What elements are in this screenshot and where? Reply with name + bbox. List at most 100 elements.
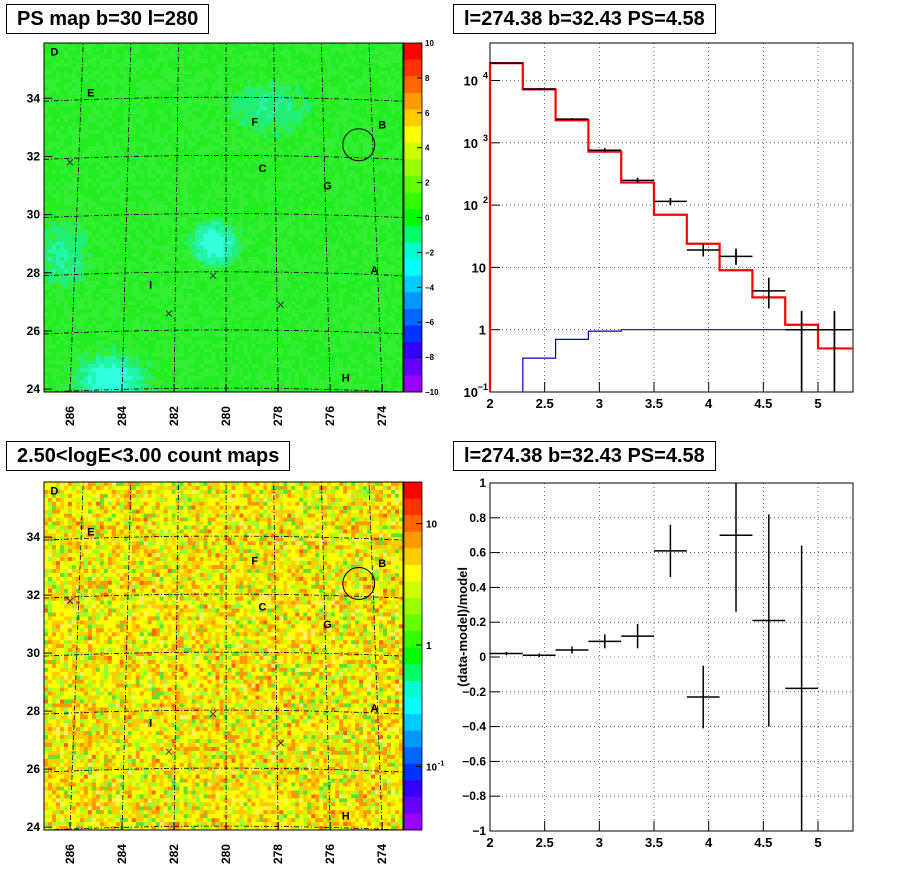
y-tick-label: −1 — [472, 824, 486, 838]
graticule-meridian — [368, 481, 383, 831]
x-tick-label: 4 — [705, 835, 713, 850]
graticule — [43, 42, 404, 393]
graticule-meridian — [173, 42, 179, 393]
data-point — [818, 310, 851, 392]
x-tick-label: 276 — [323, 406, 337, 426]
colorbar-tick-label: 6 — [425, 109, 430, 118]
grid — [489, 482, 853, 832]
data-point — [522, 88, 556, 90]
graticule-meridian — [368, 42, 383, 393]
y-tick-label: −0.6 — [462, 754, 486, 768]
ps-map-title: PS map b=30 l=280 — [6, 4, 210, 34]
source-label: E — [87, 526, 94, 538]
residual-point — [621, 623, 655, 649]
colorbar-tick-label: 10 — [426, 762, 438, 773]
graticule-meridian — [273, 42, 279, 393]
residual-point — [588, 634, 622, 649]
x-tick-label: 280 — [219, 406, 233, 426]
source-cross-marker — [165, 310, 173, 317]
colorbar-tick-label: 2 — [425, 179, 430, 188]
residual-point — [522, 653, 556, 657]
graticule-meridian — [121, 42, 132, 393]
residual-point — [555, 646, 589, 654]
x-tick-label: 5 — [814, 396, 821, 411]
source-label: C — [259, 163, 267, 175]
x-tick-label: 2.5 — [536, 835, 554, 850]
colorbar-tick-label: −10 — [425, 388, 439, 397]
x-tick-label: 3.5 — [645, 396, 663, 411]
y-tick-label: 1 — [479, 476, 486, 490]
source-cross-marker — [277, 301, 285, 309]
x-tick-label: 286 — [63, 844, 77, 864]
residual-title: l=274.38 b=32.43 PS=4.58 — [453, 441, 716, 471]
source-label: G — [323, 619, 332, 631]
colorbar-tick-label: 10 — [426, 520, 438, 531]
source-label: G — [323, 181, 332, 193]
x-tick-label: 3 — [596, 835, 603, 850]
colorbar-tick-exponent: -1 — [438, 760, 444, 767]
residual-point — [686, 665, 720, 729]
map-frame — [43, 42, 404, 393]
source-label: F — [251, 117, 258, 129]
source-label: A — [370, 703, 378, 715]
colorbar-tick-label: −2 — [425, 248, 435, 257]
source-label: F — [251, 555, 258, 567]
x-tick-label: 2 — [486, 396, 493, 411]
x-tick-label: 276 — [323, 844, 337, 864]
count-map-title: 2.50<logE<3.00 count maps — [6, 441, 291, 471]
source-cross-marker — [66, 597, 74, 605]
source-cross-marker — [209, 272, 217, 280]
residual-point — [654, 524, 687, 577]
source-cross-marker — [209, 710, 217, 718]
graticule-parallel — [43, 271, 404, 277]
colorbar-tick-label: −6 — [425, 318, 435, 327]
y-tick-label: 32 — [27, 588, 41, 602]
data-point — [654, 198, 687, 206]
data-point — [752, 277, 786, 309]
source-label: I — [149, 279, 152, 291]
x-tick-label: 3 — [596, 396, 603, 411]
y-tick-label: 24 — [27, 820, 41, 834]
graticule-parallel — [43, 767, 404, 773]
residual-chart: 2 2.5 3 3.5 4 4.5 5 −1 −0.8 −0.6 −0.4 −0.2 0 0.2 0.4 0.… — [455, 476, 854, 850]
map-frame — [43, 481, 404, 831]
data-point — [621, 177, 655, 184]
source-label: D — [50, 486, 58, 498]
graticule-parallel — [43, 593, 404, 599]
data-point — [490, 62, 523, 64]
spectrum-title: l=274.38 b=32.43 PS=4.58 — [453, 4, 716, 34]
colorbar-frame — [403, 481, 423, 831]
residual-point — [752, 514, 786, 727]
x-tick-label: 2 — [486, 835, 493, 850]
colorbar — [404, 482, 422, 831]
y-tick-label: 24 — [27, 382, 41, 396]
source-label: I — [149, 718, 152, 730]
grid — [489, 43, 853, 393]
x-tick-label: 274 — [375, 844, 389, 864]
graticule-parallel — [43, 535, 404, 541]
data-point — [686, 243, 720, 257]
source-label: E — [87, 87, 94, 99]
colorbar-tick-label: −8 — [425, 353, 435, 362]
graticule-meridian — [173, 481, 179, 831]
graticule-parallel — [43, 155, 404, 160]
y-tick-label: 0.2 — [469, 615, 486, 629]
y-tick-label: −0.8 — [462, 789, 486, 803]
source-label: B — [378, 119, 386, 131]
y-tick-label: 34 — [27, 91, 41, 105]
data-point — [785, 310, 819, 392]
graticule-parallel — [43, 825, 404, 831]
y-tick-label: 10 — [464, 136, 478, 151]
graticule-parallel — [43, 96, 404, 102]
y-tick-label: −0.2 — [462, 685, 486, 699]
graticule-parallel — [43, 709, 404, 715]
y-tick-exponent: 2 — [483, 195, 488, 205]
graticule-parallel — [43, 213, 404, 218]
x-tick-label: 284 — [115, 844, 129, 864]
graticule-parallel — [43, 329, 404, 335]
colorbar-tick-label: 4 — [425, 144, 430, 153]
x-tick-label: 282 — [167, 844, 181, 864]
colorbar-tick-label: 1 — [426, 641, 432, 652]
x-tick-label: 278 — [271, 406, 285, 426]
